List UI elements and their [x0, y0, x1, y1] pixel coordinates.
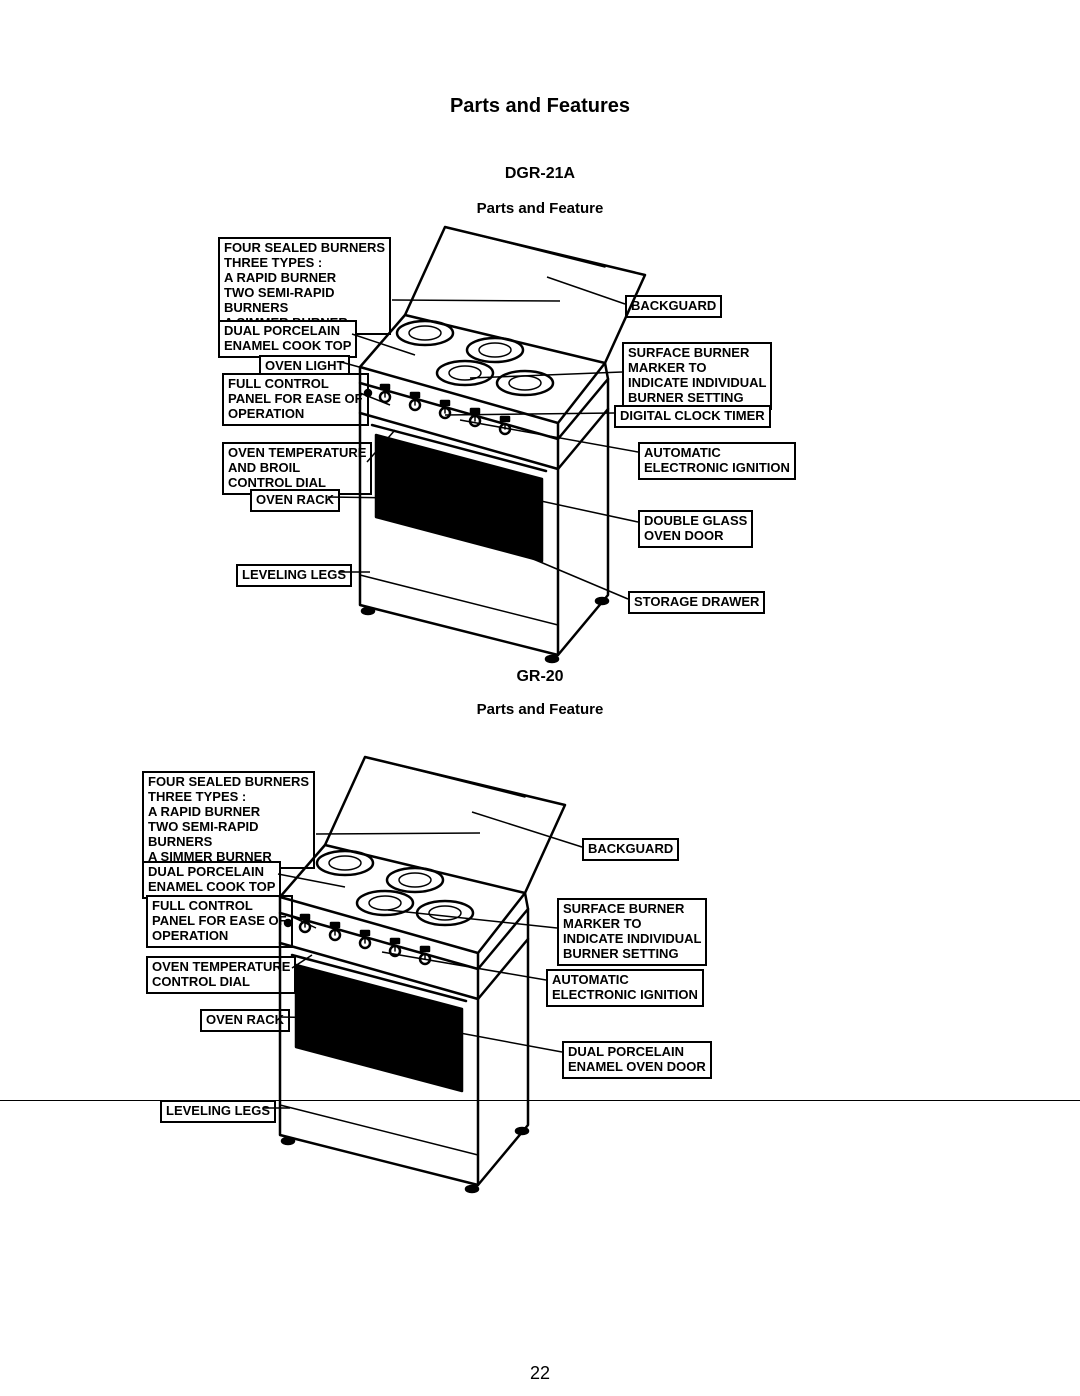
diagram-svg	[0, 0, 1080, 1396]
stove-drawing	[280, 757, 565, 1192]
